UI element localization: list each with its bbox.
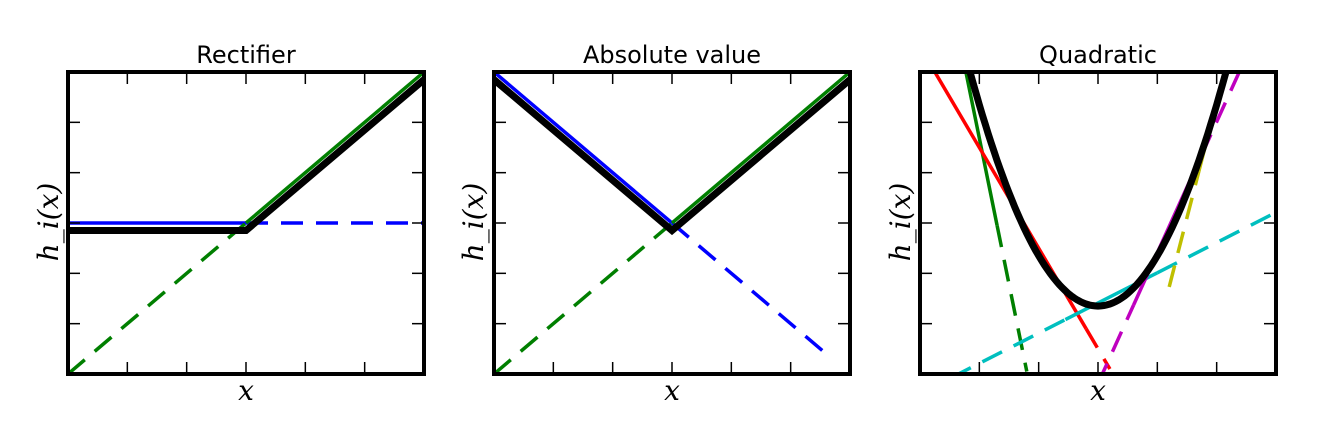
plot-frame — [918, 70, 1278, 376]
series-line-rectifier-2 — [68, 221, 248, 374]
tangent-dashed-0 — [995, 225, 1029, 372]
title-rectifier: Rectifier — [196, 41, 296, 69]
tangent-dashed-1 — [1084, 327, 1112, 370]
series-line-absolute-value-0 — [494, 72, 674, 225]
series-line-absolute-value-4 — [494, 76, 850, 236]
tangent-dashed-3 — [1200, 72, 1242, 156]
quadratic-curve — [966, 72, 1230, 310]
tangent-dashed-before-4 — [1167, 170, 1201, 288]
xlabel-quadratic: x — [1090, 374, 1106, 407]
ylabel-rectifier: h_i(x) — [32, 183, 65, 262]
plot-frame — [66, 70, 426, 376]
panel-quadratic: Quadratic x h_i(x) — [884, 41, 1278, 407]
xlabel-rectifier: x — [238, 374, 254, 407]
series-line-rectifier-4 — [68, 76, 424, 234]
tangent-solid-0 — [964, 72, 999, 226]
series-group — [932, 72, 1276, 374]
series-line-rectifier-3 — [244, 72, 424, 225]
ylabel-absolute-value: h_i(x) — [457, 183, 490, 262]
series-line-absolute-value-1 — [670, 221, 828, 356]
series-group — [68, 72, 424, 374]
title-absolute-value: Absolute value — [583, 41, 761, 69]
panel-rectifier: Rectifier x h_i(x) — [32, 41, 426, 407]
ylabel-quadratic: h_i(x) — [884, 183, 917, 262]
plot-frame — [492, 70, 852, 376]
tangent-dashed-2 — [1156, 210, 1276, 275]
tangent-solid-4 — [1197, 72, 1227, 172]
series-group — [494, 72, 850, 374]
xlabel-absolute-value: x — [664, 374, 680, 407]
series-line-absolute-value-2 — [494, 221, 674, 374]
tangent-dashed-before-3 — [1100, 304, 1136, 374]
plot-area-quadratic — [918, 70, 1278, 376]
panel-absolute-value: Absolute value x h_i(x) — [457, 41, 852, 407]
tangent-dashed-before-2 — [954, 318, 1067, 374]
plot-area-absolute-value — [492, 70, 852, 376]
series-line-absolute-value-3 — [670, 72, 850, 225]
plot-area-rectifier — [66, 70, 426, 376]
title-quadratic: Quadratic — [1039, 41, 1157, 69]
